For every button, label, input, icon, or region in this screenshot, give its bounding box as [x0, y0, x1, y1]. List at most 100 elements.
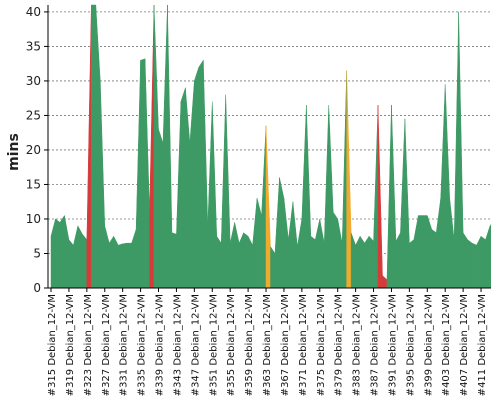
area-segment — [220, 94, 226, 289]
area-segment — [373, 105, 379, 289]
x-tick-label: #371 Debian_12-VM — [298, 294, 309, 396]
area-segment — [113, 236, 119, 289]
x-tick-label: #323 Debian_12-VM — [83, 294, 94, 396]
x-tick-label: #399 Debian_12-VM — [423, 294, 434, 396]
y-tick-label: 5 — [33, 246, 41, 260]
area-segment — [180, 87, 186, 289]
y-tick-label: 25 — [26, 108, 41, 122]
area-segment — [73, 225, 79, 289]
area-segment — [270, 245, 276, 289]
area-segment — [395, 232, 401, 289]
x-tick-label: #403 Debian_12-VM — [441, 294, 452, 396]
area-segment — [467, 239, 473, 289]
area-segment — [82, 233, 88, 289]
area-segment — [431, 228, 437, 289]
x-tick-label: #407 Debian_12-VM — [459, 294, 470, 396]
x-tick-label: #411 Debian_12-VM — [477, 294, 488, 396]
area-segment — [324, 105, 329, 289]
area-segment — [243, 232, 249, 289]
x-tick-label: #367 Debian_12-VM — [280, 294, 291, 396]
area-segment — [59, 214, 65, 289]
x-tick-label: #383 Debian_12-VM — [352, 294, 363, 396]
area-segment — [490, 223, 491, 288]
area-segment — [315, 218, 321, 289]
x-tick-label: #359 Debian_12-VM — [244, 294, 255, 396]
x-tick-label: #375 Debian_12-VM — [316, 294, 327, 396]
area-segment — [319, 218, 325, 289]
area-segment — [126, 242, 132, 289]
area-segment — [194, 67, 200, 289]
area-segment — [404, 118, 410, 289]
area-segment — [135, 60, 141, 289]
x-tick-label: #395 Debian_12-VM — [405, 294, 416, 396]
area-segment — [234, 222, 240, 289]
area-segment — [68, 238, 74, 289]
area-segment — [346, 70, 352, 289]
y-tick-label: 10 — [26, 212, 41, 226]
area-segment — [306, 105, 312, 289]
area-segment — [422, 215, 428, 289]
x-tick-label: #339 Debian_12-VM — [155, 294, 166, 396]
area-segment — [153, 4, 159, 289]
area-segment — [162, 4, 168, 289]
area-segment — [256, 198, 262, 289]
area-segment — [247, 236, 253, 289]
area-segment — [207, 101, 213, 289]
area-segment — [418, 215, 424, 289]
area-segment — [95, 4, 101, 289]
area-segment — [261, 125, 267, 289]
area-segment — [391, 105, 397, 289]
x-tick-label: #347 Debian_12-VM — [190, 294, 201, 396]
area-segment — [91, 4, 97, 289]
area-segment — [167, 4, 173, 289]
area-segment — [279, 177, 285, 289]
area-segment — [117, 243, 123, 289]
area-segment — [386, 105, 392, 289]
x-tick-label: #335 Debian_12-VM — [137, 294, 148, 396]
area-segment — [301, 105, 307, 289]
area-segment — [216, 235, 222, 289]
x-tick-label: #387 Debian_12-VM — [370, 294, 381, 396]
area-segment — [350, 232, 356, 289]
area-segment — [310, 235, 316, 289]
area-segment — [198, 59, 204, 289]
area-segment — [131, 229, 137, 289]
area-segment — [176, 101, 182, 289]
area-segment — [368, 235, 374, 289]
area-segment — [364, 235, 370, 289]
area-segment — [292, 201, 298, 289]
area-segment — [471, 242, 477, 289]
y-tick-label: 35 — [26, 39, 41, 53]
area-segment — [359, 235, 365, 289]
area-segment — [453, 11, 459, 289]
y-tick-label: 20 — [26, 143, 41, 157]
y-axis-label: mins — [6, 133, 22, 171]
x-tick-label: #355 Debian_12-VM — [226, 294, 237, 396]
x-tick-label: #315 Debian_12-VM — [47, 294, 58, 396]
area-segment — [341, 70, 347, 289]
area-segment — [189, 80, 195, 289]
area-segment — [288, 201, 294, 289]
area-segment — [332, 211, 338, 289]
area-segment — [108, 235, 114, 289]
x-tick-label: #319 Debian_12-VM — [65, 294, 76, 396]
area-segment — [86, 4, 92, 289]
y-tick-label: 40 — [26, 5, 41, 19]
area-segment — [297, 218, 303, 289]
area-segment — [140, 58, 146, 289]
area-segment — [409, 239, 415, 289]
area-segment — [55, 218, 61, 289]
area-segment — [377, 105, 383, 289]
x-tick-label: #327 Debian_12-VM — [101, 294, 112, 396]
grid-layer — [48, 11, 491, 254]
area-segment — [400, 118, 406, 289]
axis-layer — [47, 5, 491, 289]
y-tick-label: 0 — [33, 281, 41, 295]
area-segment — [104, 225, 110, 289]
area-segment — [149, 4, 155, 289]
y-tick-label: 30 — [26, 74, 41, 88]
area-segment — [449, 198, 455, 289]
x-tick-label: #363 Debian_12-VM — [262, 294, 273, 396]
